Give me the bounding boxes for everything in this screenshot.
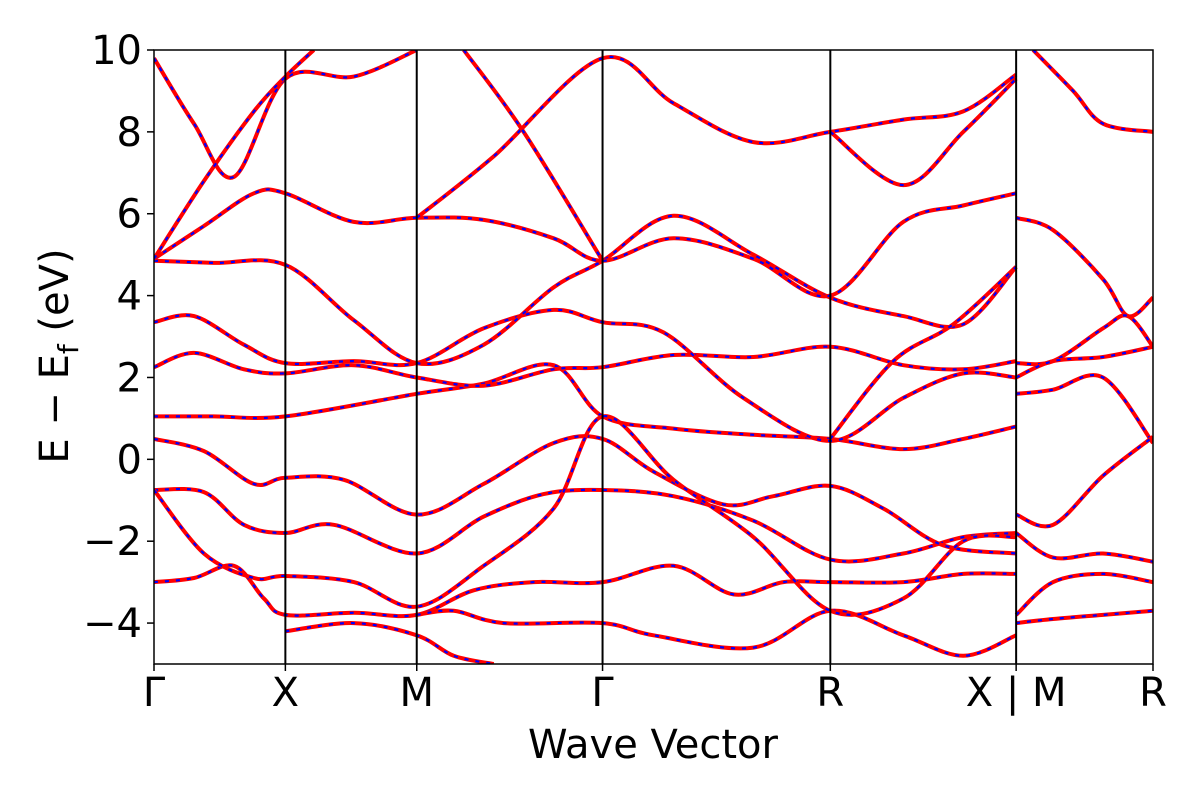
x-tick-label: X [272, 670, 299, 716]
band-line-2-solid [154, 434, 1017, 556]
y-axis-label-unit: (eV) [32, 248, 78, 344]
band-line-12-dashed [829, 77, 1017, 187]
band-line-20-dashed [1015, 572, 1153, 616]
y-tick-label: 4 [117, 274, 142, 320]
y-axis-label-main: E − E [32, 354, 78, 464]
band-line-7-solid [154, 187, 1017, 299]
x-tick-label: Γ [143, 670, 166, 716]
band-line-0-dashed [154, 564, 1017, 618]
band-line-3-dashed [154, 363, 1017, 451]
band-line-22-dashed [1032, 50, 1153, 133]
x-tick-label: R [816, 670, 844, 716]
band-line-4-dashed [154, 345, 1017, 387]
band-line-18-solid [1015, 435, 1153, 529]
x-axis-label: Wave Vector [528, 722, 779, 768]
band-line-5-dashed [154, 308, 1017, 443]
band-line-1-solid [154, 486, 1017, 564]
band-line-13-dashed [829, 266, 1017, 440]
x-tick-label: Γ [591, 670, 614, 716]
band-line-18-dashed [1015, 435, 1153, 528]
y-tick-label: 2 [117, 355, 142, 401]
band-line-2-dashed [154, 435, 1017, 555]
y-tick-label: −4 [83, 601, 142, 647]
axes: −4 −2 0 2 4 6 8 10 Γ X M Γ R X | M R [83, 28, 1167, 716]
band-line-11-solid [462, 50, 605, 262]
band-line-8-dashed [154, 50, 418, 179]
band-line-9-dashed [154, 50, 315, 260]
band-line-23-dashed [416, 609, 1017, 657]
y-axis-label-subscript: f [52, 343, 85, 354]
band-line-1-dashed [154, 487, 1017, 563]
band-line-16-solid [1015, 344, 1153, 380]
y-tick-label: 0 [117, 437, 142, 483]
band-line-6-solid [154, 213, 1018, 366]
band-line-25-dashed [154, 415, 1017, 616]
plot-area [154, 50, 1153, 664]
band-line-14-dashed [1015, 216, 1153, 318]
y-tick-label: 10 [91, 28, 142, 74]
band-line-22-solid [1031, 50, 1153, 134]
x-tick-label: R [1139, 670, 1167, 716]
band-line-10-solid [415, 54, 1018, 220]
band-line-10-dashed [416, 55, 1017, 219]
band-line-14-solid [1015, 215, 1153, 319]
band-line-21-solid [1015, 608, 1153, 626]
y-axis-label: E − Ef (eV) [32, 248, 85, 463]
band-lines [154, 50, 1153, 664]
band-line-17-solid [1015, 373, 1153, 445]
x-tick-label: X | M [966, 670, 1067, 716]
x-tick-label: M [399, 670, 434, 716]
band-line-24-solid [285, 621, 495, 664]
band-line-11-dashed [462, 50, 604, 262]
band-line-20-solid [1014, 571, 1153, 617]
y-tick-label: 6 [117, 192, 142, 238]
band-line-9-solid [154, 50, 316, 260]
band-line-7-dashed [154, 188, 1017, 298]
y-tick-label: −2 [83, 519, 142, 565]
band-line-19-dashed [1015, 532, 1153, 563]
plot-frame [153, 49, 1154, 665]
y-tick-label: 8 [117, 110, 142, 156]
band-line-23-solid [416, 608, 1017, 658]
